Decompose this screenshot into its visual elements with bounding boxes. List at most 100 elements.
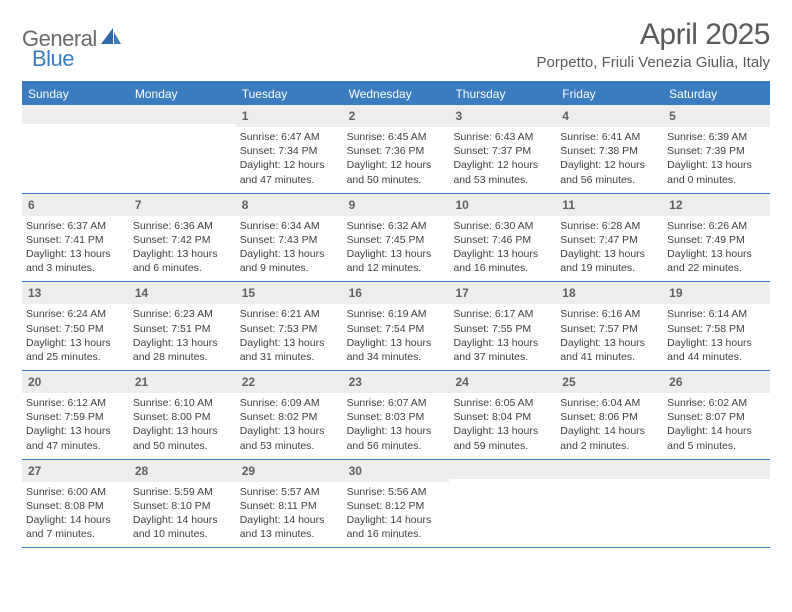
daynum-row: 20 (22, 371, 129, 393)
daynum-row: 6 (22, 194, 129, 216)
day-number: 3 (455, 109, 462, 123)
week-row: 20Sunrise: 6:12 AMSunset: 7:59 PMDayligh… (22, 371, 770, 460)
day-detail: Sunrise: 6:45 AMSunset: 7:36 PMDaylight:… (347, 130, 446, 187)
day-number: 22 (242, 375, 255, 389)
day-number: 16 (349, 286, 362, 300)
calendar-cell (663, 460, 770, 548)
calendar-cell: 3 Sunrise: 6:43 AMSunset: 7:37 PMDaylight… (449, 105, 556, 193)
daynum-row: 28 (129, 460, 236, 482)
day-number: 4 (562, 109, 569, 123)
day-detail: Sunrise: 6:21 AMSunset: 7:53 PMDaylight:… (240, 307, 339, 364)
calendar-cell: 13 Sunrise: 6:24 AMSunset: 7:50 PMDayligh… (22, 282, 129, 370)
calendar-cell: 5Sunrise: 6:39 AMSunset: 7:39 PMDaylight… (663, 105, 770, 193)
daynum-row: 10 (449, 194, 556, 216)
daynum-row: 8 (236, 194, 343, 216)
weeks-container: 1 Sunrise: 6:47 AMSunset: 7:34 PMDaylight… (22, 105, 770, 548)
day-detail: Sunrise: 6:09 AMSunset: 8:02 PMDaylight:… (240, 396, 339, 453)
daynum-row: 12 (663, 194, 770, 216)
day-number: 7 (135, 198, 142, 212)
calendar-cell: 10 Sunrise: 6:30 AMSunset: 7:46 PMDayligh… (449, 194, 556, 282)
day-number: 13 (28, 286, 41, 300)
day-number: 15 (242, 286, 255, 300)
day-number: 6 (28, 198, 35, 212)
daynum-row: 22 (236, 371, 343, 393)
daynum-row (22, 105, 129, 124)
daynum-row: 23 (343, 371, 450, 393)
day-detail: Sunrise: 6:24 AMSunset: 7:50 PMDaylight:… (26, 307, 125, 364)
week-row: 13 Sunrise: 6:24 AMSunset: 7:50 PMDayligh… (22, 282, 770, 371)
day-number: 8 (242, 198, 249, 212)
day-detail: Sunrise: 6:37 AMSunset: 7:41 PMDaylight:… (26, 219, 125, 276)
calendar-cell: 12 Sunrise: 6:26 AMSunset: 7:49 PMDayligh… (663, 194, 770, 282)
calendar-cell: 25 Sunrise: 6:04 AMSunset: 8:06 PMDayligh… (556, 371, 663, 459)
calendar-cell (129, 105, 236, 193)
day-number: 26 (669, 375, 682, 389)
daynum-row: 29 (236, 460, 343, 482)
day-detail: Sunrise: 6:16 AMSunset: 7:57 PMDaylight:… (560, 307, 659, 364)
day-detail: Sunrise: 6:30 AMSunset: 7:46 PMDaylight:… (453, 219, 552, 276)
daynum-row (556, 460, 663, 479)
day-number: 5 (669, 109, 676, 123)
daynum-row: 3 (449, 105, 556, 127)
day-detail: Sunrise: 6:14 AMSunset: 7:58 PMDaylight:… (667, 307, 766, 364)
daynum-row: 16 (343, 282, 450, 304)
daynum-row: 4 (556, 105, 663, 127)
day-detail: Sunrise: 6:19 AMSunset: 7:54 PMDaylight:… (347, 307, 446, 364)
calendar-cell: 9Sunrise: 6:32 AMSunset: 7:45 PMDaylight… (343, 194, 450, 282)
daynum-row: 30 (343, 460, 450, 482)
day-name: Wednesday (343, 83, 450, 105)
calendar-cell: 2 Sunrise: 6:45 AMSunset: 7:36 PMDaylight… (343, 105, 450, 193)
day-name: Saturday (663, 83, 770, 105)
day-detail: Sunrise: 6:47 AMSunset: 7:34 PMDaylight:… (240, 130, 339, 187)
day-number: 21 (135, 375, 148, 389)
day-number: 18 (562, 286, 575, 300)
calendar-cell (22, 105, 129, 193)
calendar-cell: 7Sunrise: 6:36 AMSunset: 7:42 PMDaylight… (129, 194, 236, 282)
location: Porpetto, Friuli Venezia Giulia, Italy (537, 54, 770, 71)
day-name: Sunday (22, 83, 129, 105)
calendar-cell: 11 Sunrise: 6:28 AMSunset: 7:47 PMDayligh… (556, 194, 663, 282)
day-detail: Sunrise: 6:07 AMSunset: 8:03 PMDaylight:… (347, 396, 446, 453)
day-number: 30 (349, 464, 362, 478)
daynum-row: 1 (236, 105, 343, 127)
day-name: Monday (129, 83, 236, 105)
day-detail: Sunrise: 5:56 AMSunset: 8:12 PMDaylight:… (347, 485, 446, 542)
calendar: SundayMondayTuesdayWednesdayThursdayFrid… (22, 81, 770, 548)
day-number: 10 (455, 198, 468, 212)
day-number: 12 (669, 198, 682, 212)
day-number: 19 (669, 286, 682, 300)
calendar-cell: 18 Sunrise: 6:16 AMSunset: 7:57 PMDayligh… (556, 282, 663, 370)
calendar-cell: 28 Sunrise: 5:59 AMSunset: 8:10 PMDayligh… (129, 460, 236, 548)
calendar-cell: 24Sunrise: 6:05 AMSunset: 8:04 PMDayligh… (449, 371, 556, 459)
day-number: 2 (349, 109, 356, 123)
calendar-cell: 30 Sunrise: 5:56 AMSunset: 8:12 PMDayligh… (343, 460, 450, 548)
calendar-cell: 1 Sunrise: 6:47 AMSunset: 7:34 PMDaylight… (236, 105, 343, 193)
day-detail: Sunrise: 6:04 AMSunset: 8:06 PMDaylight:… (560, 396, 659, 453)
calendar-cell: 4 Sunrise: 6:41 AMSunset: 7:38 PMDaylight… (556, 105, 663, 193)
day-detail: Sunrise: 6:28 AMSunset: 7:47 PMDaylight:… (560, 219, 659, 276)
sail-icon (101, 28, 121, 51)
calendar-cell (556, 460, 663, 548)
day-number: 28 (135, 464, 148, 478)
day-detail: Sunrise: 6:10 AMSunset: 8:00 PMDaylight:… (133, 396, 232, 453)
daynum-row (663, 460, 770, 479)
daynum-row: 13 (22, 282, 129, 304)
day-detail: Sunrise: 6:43 AMSunset: 7:37 PMDaylight:… (453, 130, 552, 187)
daynum-row: 15 (236, 282, 343, 304)
day-detail: Sunrise: 6:41 AMSunset: 7:38 PMDaylight:… (560, 130, 659, 187)
day-detail: Sunrise: 5:59 AMSunset: 8:10 PMDaylight:… (133, 485, 232, 542)
calendar-cell: 27Sunrise: 6:00 AMSunset: 8:08 PMDayligh… (22, 460, 129, 548)
calendar-cell: 23 Sunrise: 6:07 AMSunset: 8:03 PMDayligh… (343, 371, 450, 459)
calendar-cell: 8Sunrise: 6:34 AMSunset: 7:43 PMDaylight… (236, 194, 343, 282)
daynum-row: 14 (129, 282, 236, 304)
day-number: 27 (28, 464, 41, 478)
day-number: 25 (562, 375, 575, 389)
daynum-row: 11 (556, 194, 663, 216)
month-title: April 2025 (537, 18, 770, 52)
day-number: 23 (349, 375, 362, 389)
daynum-row: 5 (663, 105, 770, 127)
day-detail: Sunrise: 6:26 AMSunset: 7:49 PMDaylight:… (667, 219, 766, 276)
calendar-cell: 19 Sunrise: 6:14 AMSunset: 7:58 PMDayligh… (663, 282, 770, 370)
daynum-row: 17 (449, 282, 556, 304)
day-names-row: SundayMondayTuesdayWednesdayThursdayFrid… (22, 83, 770, 105)
